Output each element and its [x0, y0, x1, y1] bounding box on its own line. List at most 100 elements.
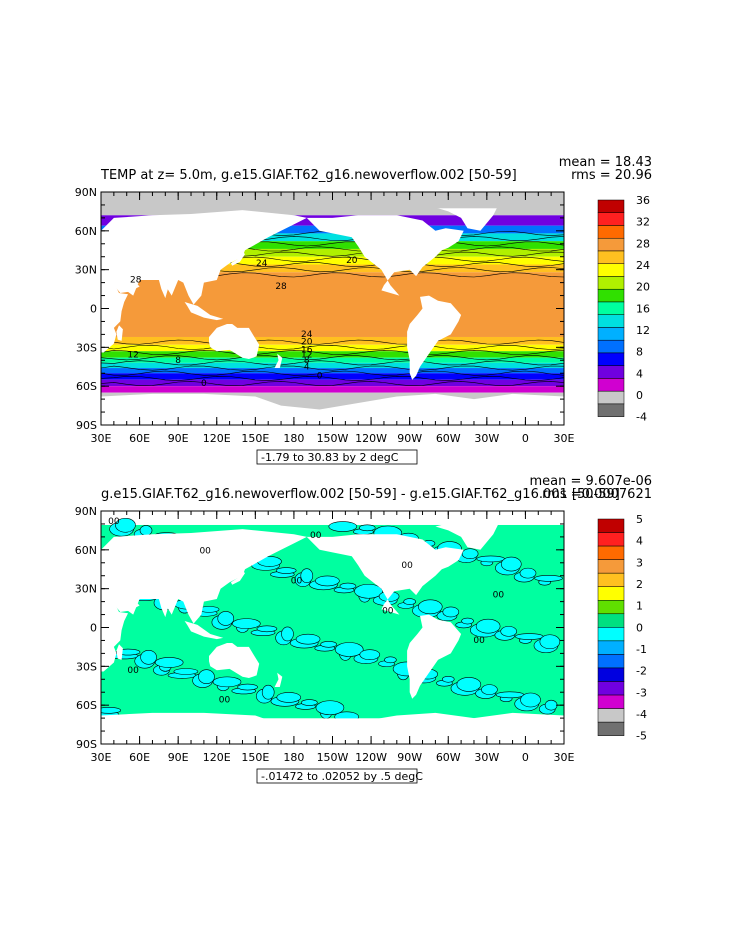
- colorbar-label: 0: [636, 389, 643, 402]
- colorbar-label: 28: [636, 237, 650, 250]
- colorbar-swatch: [597, 586, 625, 601]
- colorbar-swatch: [597, 613, 625, 628]
- diff-patch: [500, 556, 522, 572]
- land-britain: [55, 233, 63, 243]
- diff-patch: [276, 692, 302, 703]
- colorbar-swatch: [597, 365, 625, 379]
- lon-label: 30E: [91, 432, 112, 445]
- sst-band: [101, 362, 564, 369]
- sst-band: [101, 386, 564, 393]
- diff-patch: [476, 555, 505, 563]
- lat-label: 30N: [75, 264, 97, 277]
- diff-patch: [139, 525, 153, 536]
- diff-patch: [442, 606, 460, 618]
- contour-line: [101, 360, 564, 366]
- colorbar-label: 1: [636, 600, 643, 613]
- contour-range-label: -.01472 to .02052 by .5 degC: [261, 770, 423, 783]
- mean-stat: mean = 18.43: [559, 155, 652, 170]
- lon-label: 30E: [554, 751, 575, 764]
- contour-label: 00: [199, 547, 211, 557]
- land-newzealand: [274, 353, 283, 368]
- diff-patch: [154, 657, 184, 668]
- colorbar-swatch: [597, 640, 625, 655]
- diff-patch: [354, 583, 383, 599]
- colorbar-swatch: [597, 518, 625, 533]
- lon-label: 150W: [317, 432, 349, 445]
- contour-line: [101, 344, 564, 350]
- contour-label: 20: [346, 256, 358, 266]
- contour-label: 24: [301, 330, 313, 340]
- colorbar-swatch: [597, 225, 625, 239]
- diff-patch: [300, 568, 314, 584]
- land-eurasia: [101, 210, 307, 305]
- diff-patch: [481, 684, 498, 695]
- land-samerica: [407, 614, 462, 699]
- colorbar-swatch: [597, 237, 625, 252]
- diff-patch: [232, 618, 261, 629]
- diff-patch: [217, 611, 235, 626]
- colorbar-swatch: [597, 250, 625, 264]
- contour-line: [101, 355, 564, 361]
- colorbar-label: 5: [636, 513, 643, 526]
- diff-patch: [495, 691, 525, 699]
- lon-label: 60E: [129, 432, 150, 445]
- lon-label: 180: [283, 432, 304, 445]
- colorbar-label: -4: [636, 411, 647, 424]
- colorbar-label: 4: [636, 535, 643, 548]
- lat-label: 30N: [75, 583, 97, 596]
- lon-label: 60W: [436, 432, 461, 445]
- contour-label: 00: [473, 636, 485, 646]
- lat-label: 60N: [75, 225, 97, 238]
- diff-patch: [500, 626, 517, 637]
- colorbar-swatch: [597, 559, 625, 574]
- land-eurasia: [101, 529, 307, 624]
- land-australia: [209, 324, 260, 359]
- lon-label: 90E: [168, 751, 189, 764]
- colorbar-swatch: [597, 390, 625, 405]
- sst-band: [101, 256, 564, 265]
- colorbar-swatch: [597, 301, 625, 315]
- diff-patch: [514, 633, 544, 640]
- colorbar-swatch: [597, 708, 625, 723]
- contour-line: [101, 339, 564, 345]
- diff-patch: [359, 649, 381, 660]
- colorbar-label: 16: [636, 302, 650, 315]
- diff-patch: [328, 521, 358, 532]
- diff-patch: [256, 625, 278, 633]
- colorbar-label: 2: [636, 578, 643, 591]
- contour-label: 00: [219, 696, 231, 706]
- colorbar-label: 32: [636, 216, 650, 229]
- lon-label: 90W: [397, 432, 422, 445]
- lon-label: 90E: [168, 432, 189, 445]
- diff-patch: [539, 634, 561, 650]
- colorbar-swatch: [597, 199, 625, 213]
- colorbar-swatch: [597, 572, 625, 587]
- rms-stat: rms =0.0007621: [542, 487, 652, 502]
- sst-band: [101, 241, 564, 249]
- contour-label: 20: [301, 338, 313, 348]
- colorbar-label: 20: [636, 281, 650, 294]
- contour-label: 16: [301, 346, 313, 356]
- land-india: [149, 592, 172, 618]
- land-madagascar: [116, 325, 123, 341]
- lon-label: 150E: [241, 751, 269, 764]
- contour-line: [101, 381, 564, 387]
- lat-label: 90S: [76, 738, 97, 751]
- lat-label: 60S: [76, 699, 97, 712]
- contour-line: [101, 349, 564, 355]
- lon-label: 0: [522, 751, 529, 764]
- sst-band: [101, 357, 564, 363]
- diff-patch: [315, 575, 340, 587]
- contour-label: 00: [291, 576, 303, 586]
- sst-band: [101, 233, 564, 242]
- colorbar-swatch: [597, 276, 625, 290]
- diff-patch: [281, 626, 294, 642]
- lon-label: 0: [522, 432, 529, 445]
- diff-patch: [441, 675, 455, 683]
- colorbar-swatch: [597, 288, 625, 303]
- contour-label: 4: [304, 362, 310, 372]
- colorbar-swatch: [597, 212, 625, 226]
- contour-label: 00: [382, 606, 394, 616]
- diff-patch: [534, 575, 563, 582]
